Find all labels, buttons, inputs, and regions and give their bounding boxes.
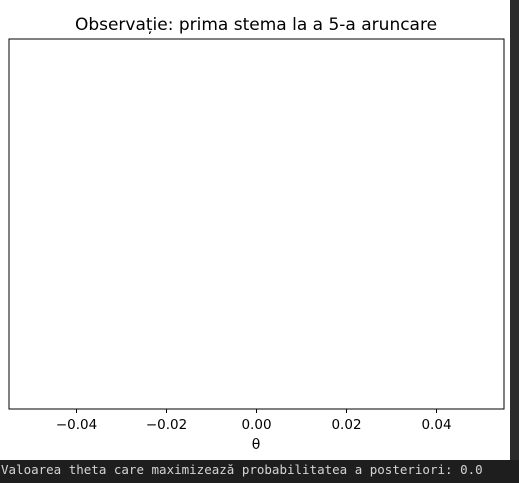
plot-area xyxy=(8,38,505,410)
x-axis-label: θ xyxy=(252,437,261,453)
chart: Observație: prima stema la a 5-a aruncar… xyxy=(8,15,505,453)
x-tick-label: −0.02 xyxy=(146,417,187,433)
cell-output-text: Valoarea theta care maximizează probabil… xyxy=(0,460,519,483)
x-tick-label: −0.04 xyxy=(56,417,97,433)
x-tick-label: 0.00 xyxy=(241,417,271,433)
figure: Observație: prima stema la a 5-a aruncar… xyxy=(0,0,510,460)
chart-title: Observație: prima stema la a 5-a aruncar… xyxy=(75,15,437,35)
scrollbar-track[interactable] xyxy=(510,0,519,460)
x-axis-ticks: −0.04 −0.02 0.00 0.02 0.04 xyxy=(56,409,452,433)
x-tick-label: 0.02 xyxy=(331,417,361,433)
x-tick-label: 0.04 xyxy=(421,417,451,433)
